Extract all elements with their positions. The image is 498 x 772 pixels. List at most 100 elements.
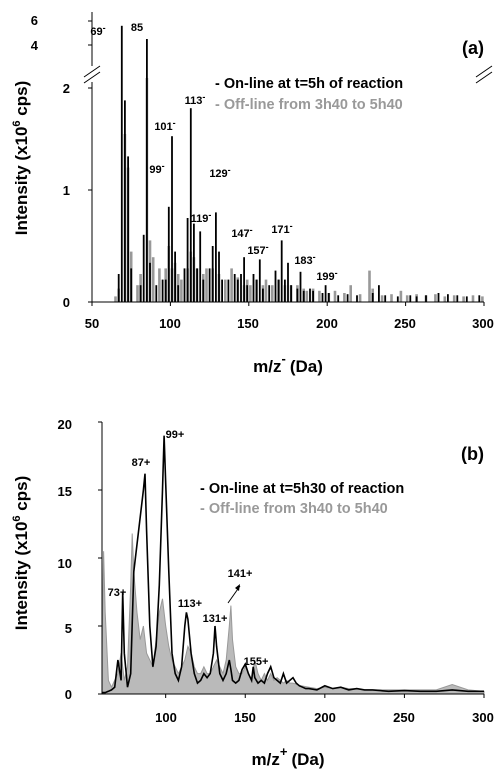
peak-label-a-69: 69- — [90, 23, 105, 38]
bar — [221, 279, 223, 302]
series-online-b — [102, 435, 484, 694]
bar — [343, 293, 346, 302]
peak-label-b-73: 73+ — [108, 587, 127, 599]
bar — [233, 274, 236, 302]
series-offline-b — [101, 533, 485, 695]
bar — [465, 296, 468, 302]
peak-label-a-99: 99- — [149, 161, 164, 176]
bar — [211, 246, 214, 302]
bar — [180, 279, 183, 302]
bar — [296, 288, 299, 302]
legend-b-online: - On-line at t=5h30 of reaction — [200, 481, 404, 497]
bar — [215, 212, 217, 302]
bar — [124, 100, 126, 303]
bar — [142, 234, 145, 302]
peak-label-a-119: 119- — [191, 210, 212, 225]
bar — [136, 285, 139, 302]
bar — [399, 290, 403, 302]
peak-label-a-147: 147- — [231, 225, 252, 240]
bar — [249, 285, 252, 302]
bar — [284, 279, 286, 302]
y-axis-label-b: Intensity (x106 cps) — [11, 476, 31, 630]
bar — [236, 279, 239, 302]
x-tick-b-150: 150 — [234, 710, 256, 725]
bar — [299, 271, 302, 302]
peak-label-b-113: 113+ — [178, 598, 202, 610]
x-tick-a-300: 300 — [472, 316, 494, 331]
y-tick-b-5: 5 — [65, 621, 72, 636]
bar — [443, 296, 447, 302]
bar — [193, 223, 195, 302]
legend-a-online: - On-line at t=5h of reaction — [215, 76, 403, 92]
arrow-icon — [227, 584, 241, 604]
bar — [202, 279, 205, 302]
bar — [161, 279, 164, 302]
x-tick-b-100: 100 — [155, 710, 177, 725]
y-tick-a-4: 4 — [31, 38, 39, 53]
bar — [151, 257, 155, 302]
bar — [227, 279, 230, 302]
bar — [384, 295, 387, 302]
bar — [230, 268, 233, 302]
bar — [396, 296, 399, 302]
bar — [205, 268, 208, 302]
peak-label-b-141: 141+ — [228, 568, 253, 580]
peak-label-a-85: 85 — [131, 22, 143, 34]
bar — [305, 290, 309, 302]
peak-label-a-171: 171- — [271, 221, 292, 236]
bar — [452, 295, 456, 302]
bar — [390, 294, 393, 302]
bar — [302, 290, 305, 302]
bar — [478, 295, 481, 302]
bar — [264, 279, 268, 302]
bar — [258, 259, 261, 302]
bar — [471, 295, 475, 302]
bar — [218, 251, 220, 302]
bar — [274, 270, 277, 302]
bar — [167, 206, 170, 302]
bar — [255, 279, 258, 302]
chart-a: 0 1 2 4 6 50 100 150 200 250 300 Intensi… — [11, 12, 494, 376]
bar — [199, 231, 202, 302]
peak-label-a-183: 183- — [294, 252, 315, 267]
bar — [117, 274, 120, 302]
bar — [177, 285, 180, 302]
bar — [346, 294, 349, 302]
chart-b: 0 5 10 15 20 100 150 200 250 300 Intensi… — [11, 417, 494, 769]
bar — [262, 288, 264, 302]
x-ticks-b — [165, 694, 485, 698]
bar — [224, 279, 227, 302]
bar — [321, 293, 324, 302]
bar — [371, 293, 374, 302]
bar — [318, 290, 321, 302]
peak-label-a-157: 157- — [247, 242, 268, 257]
peak-label-a-129: 129- — [209, 165, 230, 180]
bar — [380, 295, 384, 302]
bar — [437, 293, 440, 302]
peak-label-a-101: 101- — [154, 118, 175, 133]
bar — [349, 285, 352, 302]
y-tick-b-10: 10 — [58, 556, 72, 571]
bar — [252, 274, 255, 302]
bar — [146, 39, 148, 302]
peak-label-b-131: 131+ — [203, 613, 228, 625]
bar — [327, 293, 330, 302]
bar — [268, 285, 271, 302]
y-tick-b-15: 15 — [58, 484, 72, 499]
bar — [189, 108, 192, 302]
bar — [456, 295, 459, 302]
legend-b-offline: - Off-line from 3h40 to 5h40 — [200, 501, 388, 517]
bar — [447, 294, 449, 302]
bar — [309, 288, 311, 302]
peak-label-b-87: 87+ — [132, 457, 151, 469]
bar — [139, 285, 142, 302]
bar — [114, 296, 117, 302]
x-tick-b-200: 200 — [314, 710, 336, 725]
series-online-a — [117, 25, 481, 303]
bar — [462, 296, 465, 302]
y-tick-a-6: 6 — [31, 13, 38, 28]
bar — [171, 136, 173, 302]
bar — [271, 285, 274, 302]
panel-label-a: (a) — [462, 38, 484, 58]
